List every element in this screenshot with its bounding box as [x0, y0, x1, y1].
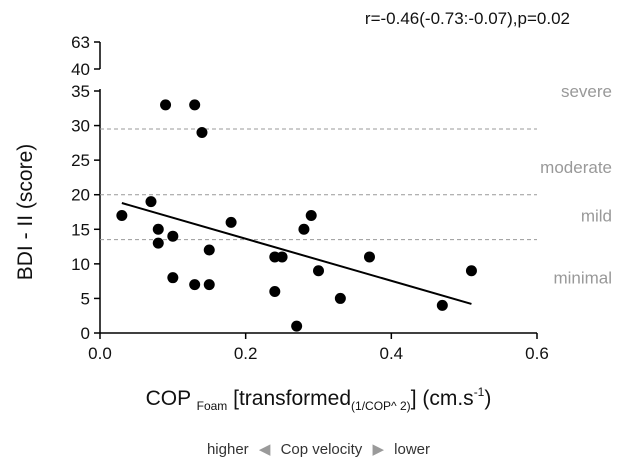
x-axis-label-unit-prefix: ] (cm.s — [410, 387, 474, 410]
data-point — [305, 209, 317, 221]
legend-velocity-label: Cop velocity — [280, 441, 363, 458]
data-point — [203, 279, 215, 291]
data-point — [276, 251, 288, 263]
data-point — [334, 292, 346, 304]
y-tick-label: 20 — [71, 186, 90, 205]
y-break-tick-label: 63 — [71, 33, 90, 52]
severity-label: mild — [581, 206, 612, 225]
x-axis-label-unit-suffix: ) — [484, 387, 492, 410]
y-tick-label: 15 — [71, 220, 90, 239]
x-axis-label-sub2: (1/COP^ 2) — [351, 399, 411, 413]
x-axis-label-middle: [transformed — [233, 387, 352, 410]
y-tick-label: 5 — [81, 289, 90, 308]
data-point — [196, 126, 208, 138]
legend-higher-label: higher — [206, 441, 249, 458]
data-point — [145, 196, 157, 208]
regression-line-segment — [121, 202, 472, 305]
tick-labels: 0 5 10 15 20 25 30 35 40 63 0.0 0.2 0.4 0.6 — [71, 33, 549, 363]
data-point — [116, 209, 128, 221]
data-point — [203, 244, 215, 256]
x-axis-label-main: COP — [145, 387, 191, 410]
x-tick-label: 0.4 — [380, 344, 404, 363]
legend-lower-label: lower — [394, 441, 431, 458]
y-tick-label: 25 — [71, 151, 90, 170]
right-triangle-icon: ▶ — [372, 441, 384, 458]
correlation-annotation: r=-0.46(-0.73:-0.07),p=0.02 — [365, 9, 570, 28]
data-point — [167, 230, 179, 242]
regression-line — [121, 202, 472, 305]
y-axis-label: BDI - II (score) — [14, 144, 37, 281]
data-point — [225, 216, 237, 228]
severity-label: moderate — [540, 158, 612, 177]
severity-labels: severe moderate mild minimal — [540, 82, 612, 288]
data-point — [152, 223, 164, 235]
x-axis-label: COP Foam [transformed(1/COP^ 2)] (cm.s-1… — [0, 385, 637, 413]
y-tick-label: 35 — [71, 82, 90, 101]
x-axis-label-unit-sup: -1 — [473, 385, 485, 399]
data-point — [189, 279, 201, 291]
x-tick-label: 0.0 — [88, 344, 112, 363]
data-point — [160, 99, 172, 111]
y-tick-label: 0 — [81, 324, 90, 343]
data-point — [313, 265, 324, 277]
data-point — [291, 320, 303, 332]
y-break-tick-label: 40 — [71, 60, 90, 79]
velocity-legend: higher ◀ Cop velocity ▶ lower — [0, 440, 637, 458]
data-point — [167, 272, 179, 284]
data-point — [269, 286, 281, 298]
data-point — [436, 299, 448, 311]
axes — [94, 41, 538, 339]
data-point — [465, 265, 477, 277]
data-points — [116, 99, 477, 332]
left-triangle-icon: ◀ — [258, 441, 271, 458]
data-point — [298, 223, 310, 235]
data-point — [152, 237, 164, 249]
severity-threshold-lines — [100, 128, 537, 241]
x-tick-label: 0.2 — [234, 344, 258, 363]
severity-label: minimal — [553, 269, 612, 288]
x-tick-label: 0.6 — [525, 344, 549, 363]
y-tick-label: 10 — [71, 255, 90, 274]
data-point — [363, 251, 375, 263]
severity-label: severe — [561, 82, 612, 101]
x-axis-label-sub1: Foam — [196, 399, 228, 413]
y-tick-label: 30 — [71, 117, 90, 136]
data-point — [189, 99, 201, 111]
